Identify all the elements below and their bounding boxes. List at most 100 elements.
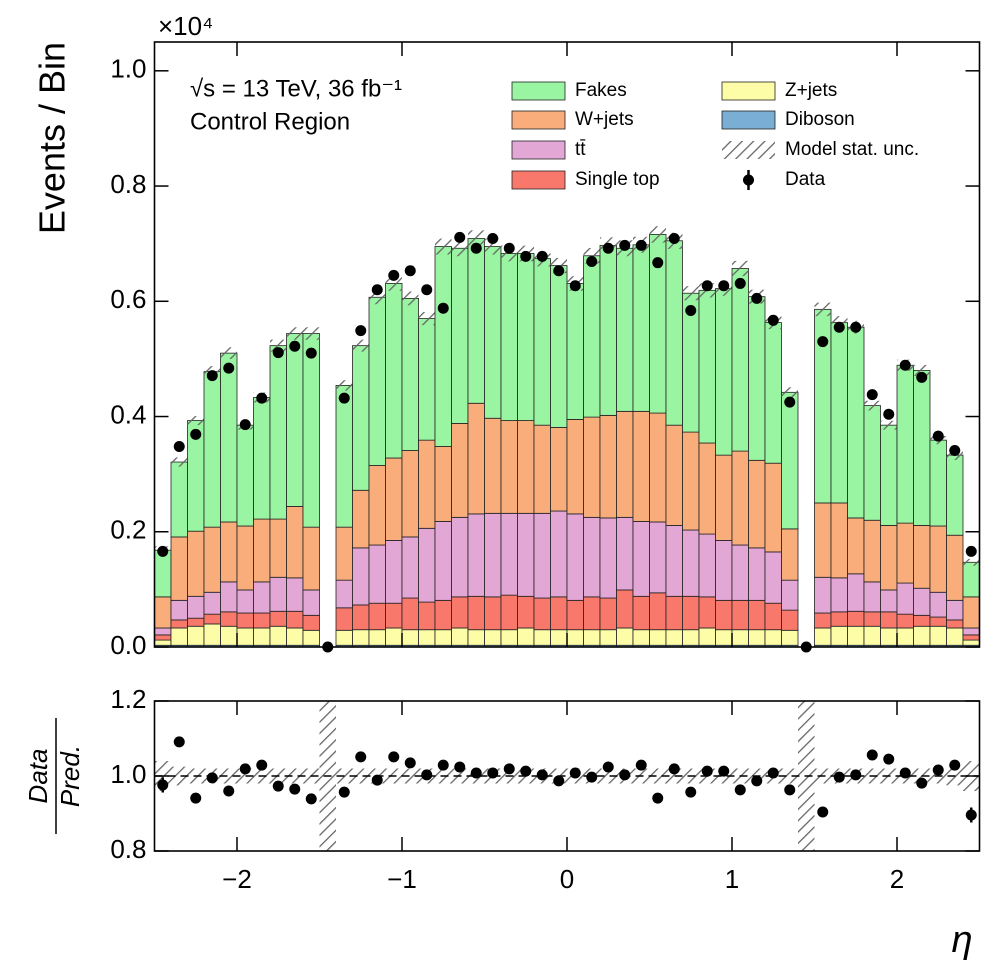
x-tick-label: 0 xyxy=(560,864,574,894)
ratio-point xyxy=(734,784,746,796)
bar-segment xyxy=(154,549,172,598)
data-point xyxy=(338,392,350,404)
bar-segment xyxy=(517,595,535,629)
stat-unc-band xyxy=(814,302,831,317)
stat-unc-band xyxy=(484,238,501,255)
ratio-point xyxy=(437,759,449,771)
data-point xyxy=(503,242,515,254)
bar-segment xyxy=(863,519,881,583)
bar-segment xyxy=(220,611,238,627)
bar-segment xyxy=(962,596,980,629)
y-tick-label: 0.0 xyxy=(110,630,146,660)
bar-segment xyxy=(814,612,832,629)
x-axis-title: η xyxy=(951,919,972,961)
bar-segment xyxy=(599,629,617,646)
data-point xyxy=(932,430,944,442)
bar-segment xyxy=(467,238,485,404)
y-multiplier: ×10⁴ xyxy=(158,11,213,41)
bar-segment xyxy=(236,424,254,527)
bar-segment xyxy=(665,595,683,631)
bar-segment xyxy=(665,525,683,597)
legend-swatch xyxy=(511,110,566,130)
ratio-point xyxy=(784,784,796,796)
bar-segment xyxy=(847,610,865,627)
bar-segment xyxy=(830,611,848,627)
legend-label: W+jets xyxy=(575,109,634,130)
bar-segment xyxy=(385,602,403,629)
bar-segment xyxy=(401,536,419,599)
legend-label: Diboson xyxy=(785,109,855,130)
bar-segment xyxy=(583,516,601,598)
bar-segment xyxy=(434,520,452,601)
bar-segment xyxy=(203,526,221,593)
bar-segment xyxy=(599,517,617,599)
bar-segment xyxy=(451,627,469,646)
bar-segment xyxy=(913,614,931,627)
bar-segment xyxy=(649,629,667,646)
data-point xyxy=(388,269,400,281)
bar-segment xyxy=(863,625,881,646)
ratio-point xyxy=(272,780,284,792)
ratio-point xyxy=(619,769,631,781)
bar-segment xyxy=(418,601,436,631)
bar-segment xyxy=(352,604,370,631)
ratio-point xyxy=(586,771,598,783)
bar-segment xyxy=(781,629,799,646)
bar-segment xyxy=(401,298,419,451)
bar-segment xyxy=(682,629,700,646)
bar-segment xyxy=(715,540,733,601)
bar-segment xyxy=(583,416,601,518)
bar-segment xyxy=(847,625,865,646)
legend-label: Fakes xyxy=(575,80,627,101)
bar-segment xyxy=(616,516,634,591)
bar-segment xyxy=(170,627,188,646)
y-tick-label: 0.4 xyxy=(110,399,146,429)
data-point xyxy=(421,284,433,296)
data-point xyxy=(619,239,631,251)
bar-segment xyxy=(154,627,172,636)
data-point xyxy=(272,347,284,359)
stat-unc-band xyxy=(418,312,435,326)
bar-segment xyxy=(880,424,898,526)
bar-segment xyxy=(847,517,865,575)
stat-unc-band xyxy=(732,260,749,277)
ratio-point xyxy=(503,763,515,775)
bar-segment xyxy=(302,589,320,616)
ratio-point xyxy=(206,772,218,784)
bar-segment xyxy=(517,512,535,597)
bar-segment xyxy=(880,627,898,646)
data-point xyxy=(949,445,961,457)
bar-segment xyxy=(566,283,584,420)
bar-segment xyxy=(418,318,436,441)
bar-segment xyxy=(830,625,848,646)
bar-segment xyxy=(896,364,914,524)
bar-segment xyxy=(500,420,518,514)
bar-segment xyxy=(500,512,518,596)
bar-segment xyxy=(187,625,205,646)
ratio-unc-band xyxy=(649,768,666,784)
bar-segment xyxy=(962,634,980,641)
ratio-point xyxy=(289,783,301,795)
ratio-point xyxy=(685,786,697,798)
bar-segment xyxy=(863,611,881,627)
bar-segment xyxy=(896,522,914,584)
ratio-point xyxy=(949,759,961,771)
bar-segment xyxy=(616,589,634,629)
bar-segment xyxy=(467,595,485,631)
bar-segment xyxy=(863,405,881,521)
ratio-point xyxy=(965,809,977,821)
bar-segment xyxy=(830,502,848,579)
stat-unc-band xyxy=(369,290,386,305)
ratio-y-tick-label: 1.0 xyxy=(110,759,146,789)
stat-unc-band xyxy=(303,327,320,340)
ratio-point xyxy=(668,763,680,775)
bar-segment xyxy=(286,627,304,646)
bar-segment xyxy=(451,247,469,424)
bar-segment xyxy=(170,619,188,629)
data-point xyxy=(866,389,878,401)
stat-unc-band xyxy=(352,339,369,352)
bar-segment xyxy=(434,599,452,631)
bar-segment xyxy=(682,431,700,531)
x-tick-label: −1 xyxy=(387,864,417,894)
ratio-point xyxy=(404,757,416,769)
